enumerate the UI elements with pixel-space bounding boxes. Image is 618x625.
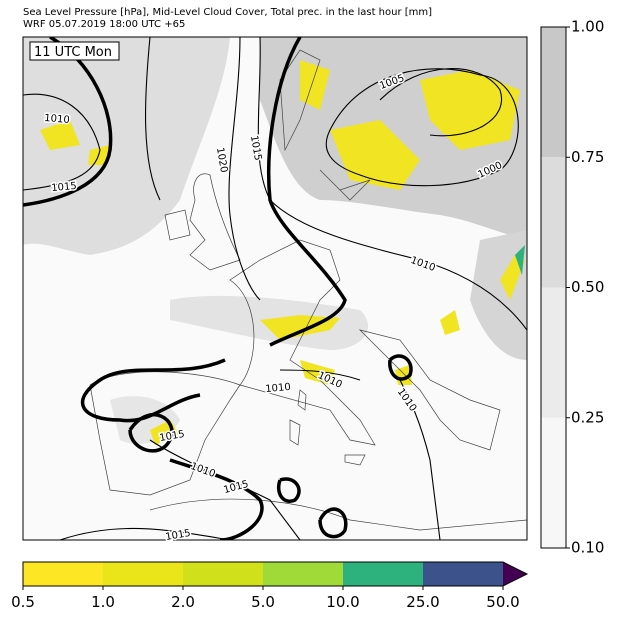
colorbar-tick-label: 0.50 xyxy=(571,278,604,296)
colorbar-segment xyxy=(541,27,566,158)
colorbar-tick-label: 2.0 xyxy=(171,593,195,611)
colorbar-extension xyxy=(503,562,527,586)
colorbar-segment xyxy=(103,562,183,586)
colorbar-segment xyxy=(23,562,103,586)
colorbar-tick-label: 10.0 xyxy=(326,593,359,611)
subtitle-line: WRF 05.07.2019 18:00 UTC +65 xyxy=(23,19,185,30)
colorbar-segment xyxy=(541,157,566,288)
cloud-area xyxy=(23,37,230,255)
time-label: 11 UTC Mon xyxy=(34,45,112,60)
colorbar-tick-label: 1.0 xyxy=(91,593,115,611)
colorbar-segment xyxy=(343,562,423,586)
title-line: Sea Level Pressure [hPa], Mid-Level Clou… xyxy=(23,7,432,18)
colorbar-segment xyxy=(263,562,343,586)
colorbar-tick-label: 0.75 xyxy=(571,148,604,166)
colorbar-segment xyxy=(423,562,503,586)
colorbar-tick-label: 0.10 xyxy=(571,539,604,557)
colorbar-tick-label: 0.5 xyxy=(11,593,35,611)
isobars xyxy=(23,37,527,540)
precip-area xyxy=(515,245,525,275)
isobar-label: 1015 xyxy=(51,181,77,194)
colorbar-frame xyxy=(22,561,529,587)
colorbar-tick-label: 50.0 xyxy=(486,593,519,611)
colorbar-segment xyxy=(183,562,263,586)
map-frame xyxy=(22,36,528,541)
colorbar-tick-label: 5.0 xyxy=(251,593,275,611)
thick-isobars xyxy=(23,37,413,540)
isobar-label: 1010 xyxy=(265,382,291,395)
colorbar-tick-label: 25.0 xyxy=(406,593,439,611)
colorbar-tick-label: 0.25 xyxy=(571,408,604,426)
colorbar-segment xyxy=(541,417,566,548)
isobar-label: 1010 xyxy=(44,113,70,126)
precip-area xyxy=(40,60,525,445)
map-area xyxy=(23,37,527,540)
colorbar-tick-label: 1.00 xyxy=(571,18,604,36)
colorbar-segment xyxy=(541,287,566,418)
time-label-box xyxy=(29,41,120,61)
